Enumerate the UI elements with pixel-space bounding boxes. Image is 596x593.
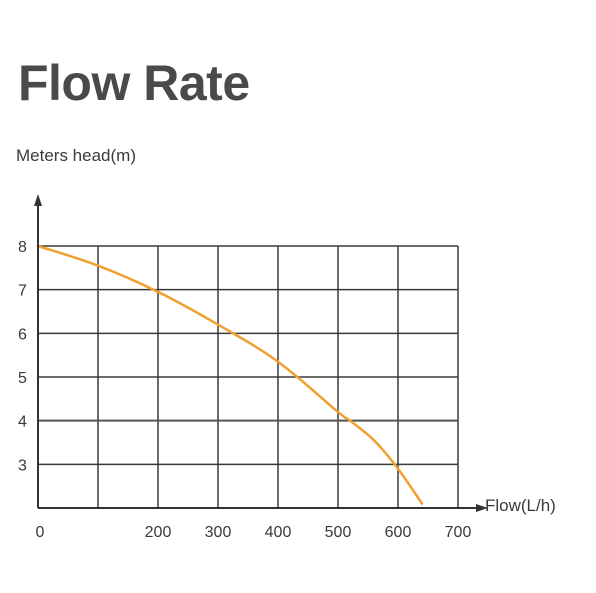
x-axis-label: Flow(L/h) bbox=[485, 496, 556, 515]
x-tick-label: 700 bbox=[445, 524, 472, 541]
x-axis bbox=[38, 504, 488, 512]
x-tick-label: 300 bbox=[205, 524, 232, 541]
chart-title: Flow Rate bbox=[18, 55, 250, 111]
y-tick-label: 6 bbox=[18, 326, 27, 343]
y-tick-labels: 3 4 5 6 7 8 bbox=[18, 239, 27, 474]
y-axis-label: Meters head(m) bbox=[16, 146, 136, 165]
x-tick-label: 400 bbox=[265, 524, 292, 541]
y-axis bbox=[34, 194, 42, 508]
y-tick-label: 8 bbox=[18, 239, 27, 256]
grid bbox=[37, 245, 459, 509]
y-tick-label: 3 bbox=[18, 457, 27, 474]
x-tick-label: 200 bbox=[145, 524, 172, 541]
x-tick-label: 600 bbox=[385, 524, 412, 541]
x-tick-label: 0 bbox=[36, 524, 45, 541]
x-tick-label: 500 bbox=[325, 524, 352, 541]
y-axis-arrow bbox=[34, 194, 42, 206]
y-tick-label: 4 bbox=[18, 414, 27, 431]
y-tick-label: 5 bbox=[18, 370, 27, 387]
x-axis-arrow bbox=[476, 504, 488, 512]
series-line bbox=[36, 244, 424, 505]
y-tick-label: 7 bbox=[18, 283, 27, 300]
x-tick-labels: 0 200 300 400 500 600 700 bbox=[36, 524, 472, 541]
